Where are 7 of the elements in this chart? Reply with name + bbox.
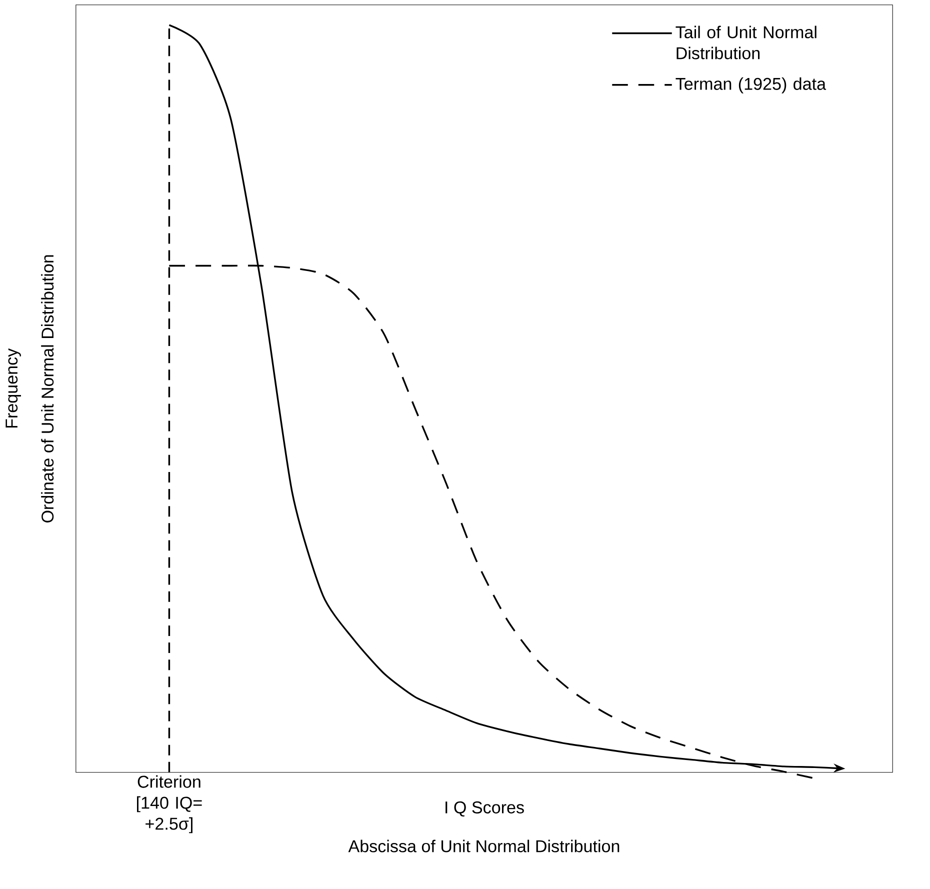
legend-label: Tail of Unit Normal Distribution [676,26,816,60]
text: Frequency [6,348,21,428]
annotation: Criterion [140 IQ= +2.5σ] [137,776,202,834]
text: Ordinate of Unit Normal Distribution [41,255,54,523]
x-axis-title: I Q Scores [446,802,524,817]
text: Abscissa of Unit Normal Distribution [348,840,620,853]
legend-label: Terman (1925) data [676,78,826,94]
